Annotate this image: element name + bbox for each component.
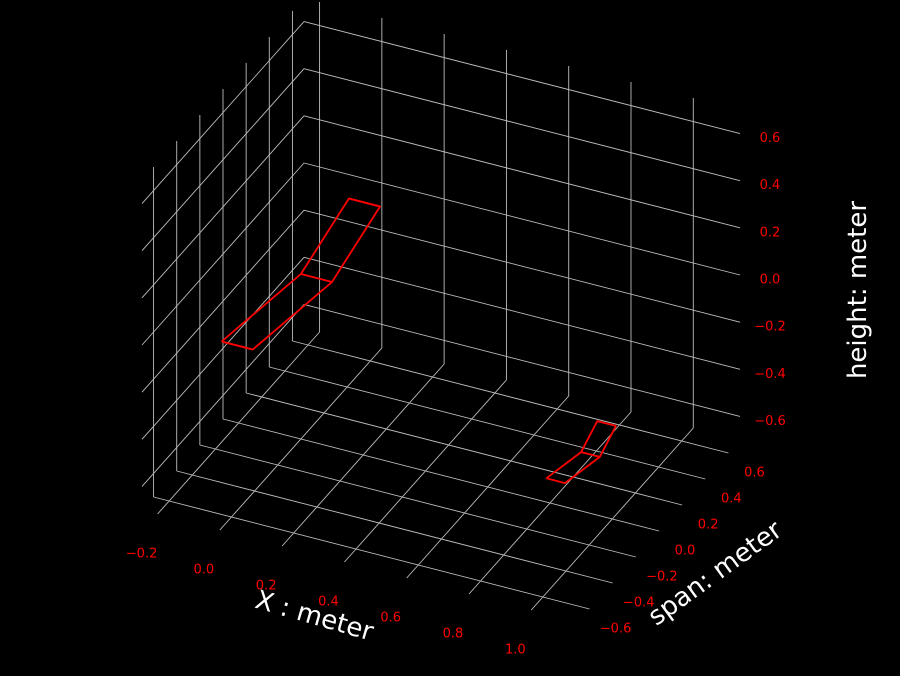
y-tick-label: 0.6: [744, 466, 765, 481]
z-tick-label: 0.6: [760, 131, 781, 146]
gridline-wall-z: [141, 21, 305, 204]
wing-outline-1: [580, 451, 601, 458]
wing-outline-0: [348, 197, 381, 208]
gridline-back-z: [303, 115, 741, 229]
y-tick-label: 0.0: [675, 544, 696, 559]
y-tick-label: −0.2: [646, 570, 678, 585]
gridline-wall-z: [141, 162, 305, 346]
tick-label-layer: −0.20.00.20.40.60.81.0−0.6−0.4−0.20.00.2…: [126, 131, 786, 657]
gridline-back-z: [303, 162, 741, 276]
z-tick-label: 0.0: [760, 273, 781, 288]
gridline-wall-z: [141, 304, 305, 487]
z-tick-label: 0.4: [760, 178, 781, 193]
x-tick-label: −0.2: [126, 547, 158, 562]
z-tick-label: −0.4: [754, 367, 786, 382]
z-tick-label: −0.2: [754, 320, 786, 335]
gridline-floor-y: [222, 418, 660, 532]
x-tick-label: 0.6: [380, 611, 401, 626]
gridline-back-z: [303, 256, 741, 370]
gridline-floor-y: [292, 340, 729, 454]
wing-outline-0: [221, 340, 254, 351]
gridline-floor-y: [199, 444, 636, 558]
gridline-wall-z: [141, 256, 305, 440]
gridline-wall-z: [141, 68, 305, 252]
y-tick-label: 0.4: [721, 492, 742, 507]
gridline-wall-z: [141, 209, 305, 393]
x-axis-label: X : meter: [252, 585, 377, 647]
gridline-wall-z: [141, 115, 305, 299]
grid-layer: [141, 2, 741, 611]
series-layer: [221, 197, 617, 485]
x-tick-label: 1.0: [505, 643, 526, 658]
gridline-back-z: [303, 209, 741, 323]
z-axis-label: height: meter: [843, 201, 873, 379]
gridline-back-z: [303, 303, 741, 417]
z-tick-label: −0.6: [754, 414, 786, 429]
y-tick-label: 0.2: [698, 518, 719, 533]
x-tick-label: 0.8: [443, 627, 464, 642]
gridline-floor-y: [153, 496, 590, 610]
gridline-floor-y: [246, 392, 683, 506]
y-tick-label: −0.6: [600, 622, 632, 637]
gridline-back-z: [303, 21, 741, 135]
y-tick-label: −0.4: [623, 596, 655, 611]
gridline-back-z: [303, 68, 741, 182]
z-tick-label: 0.2: [760, 225, 781, 240]
wing-outline-0: [221, 197, 382, 351]
wing-outline-0: [300, 273, 333, 283]
gridline-floor-y: [176, 470, 613, 584]
x-tick-label: 0.0: [194, 563, 215, 578]
gridline-floor-y: [269, 366, 706, 480]
x-tick-label: 0.4: [318, 595, 339, 610]
x-tick-label: 0.2: [256, 579, 277, 594]
